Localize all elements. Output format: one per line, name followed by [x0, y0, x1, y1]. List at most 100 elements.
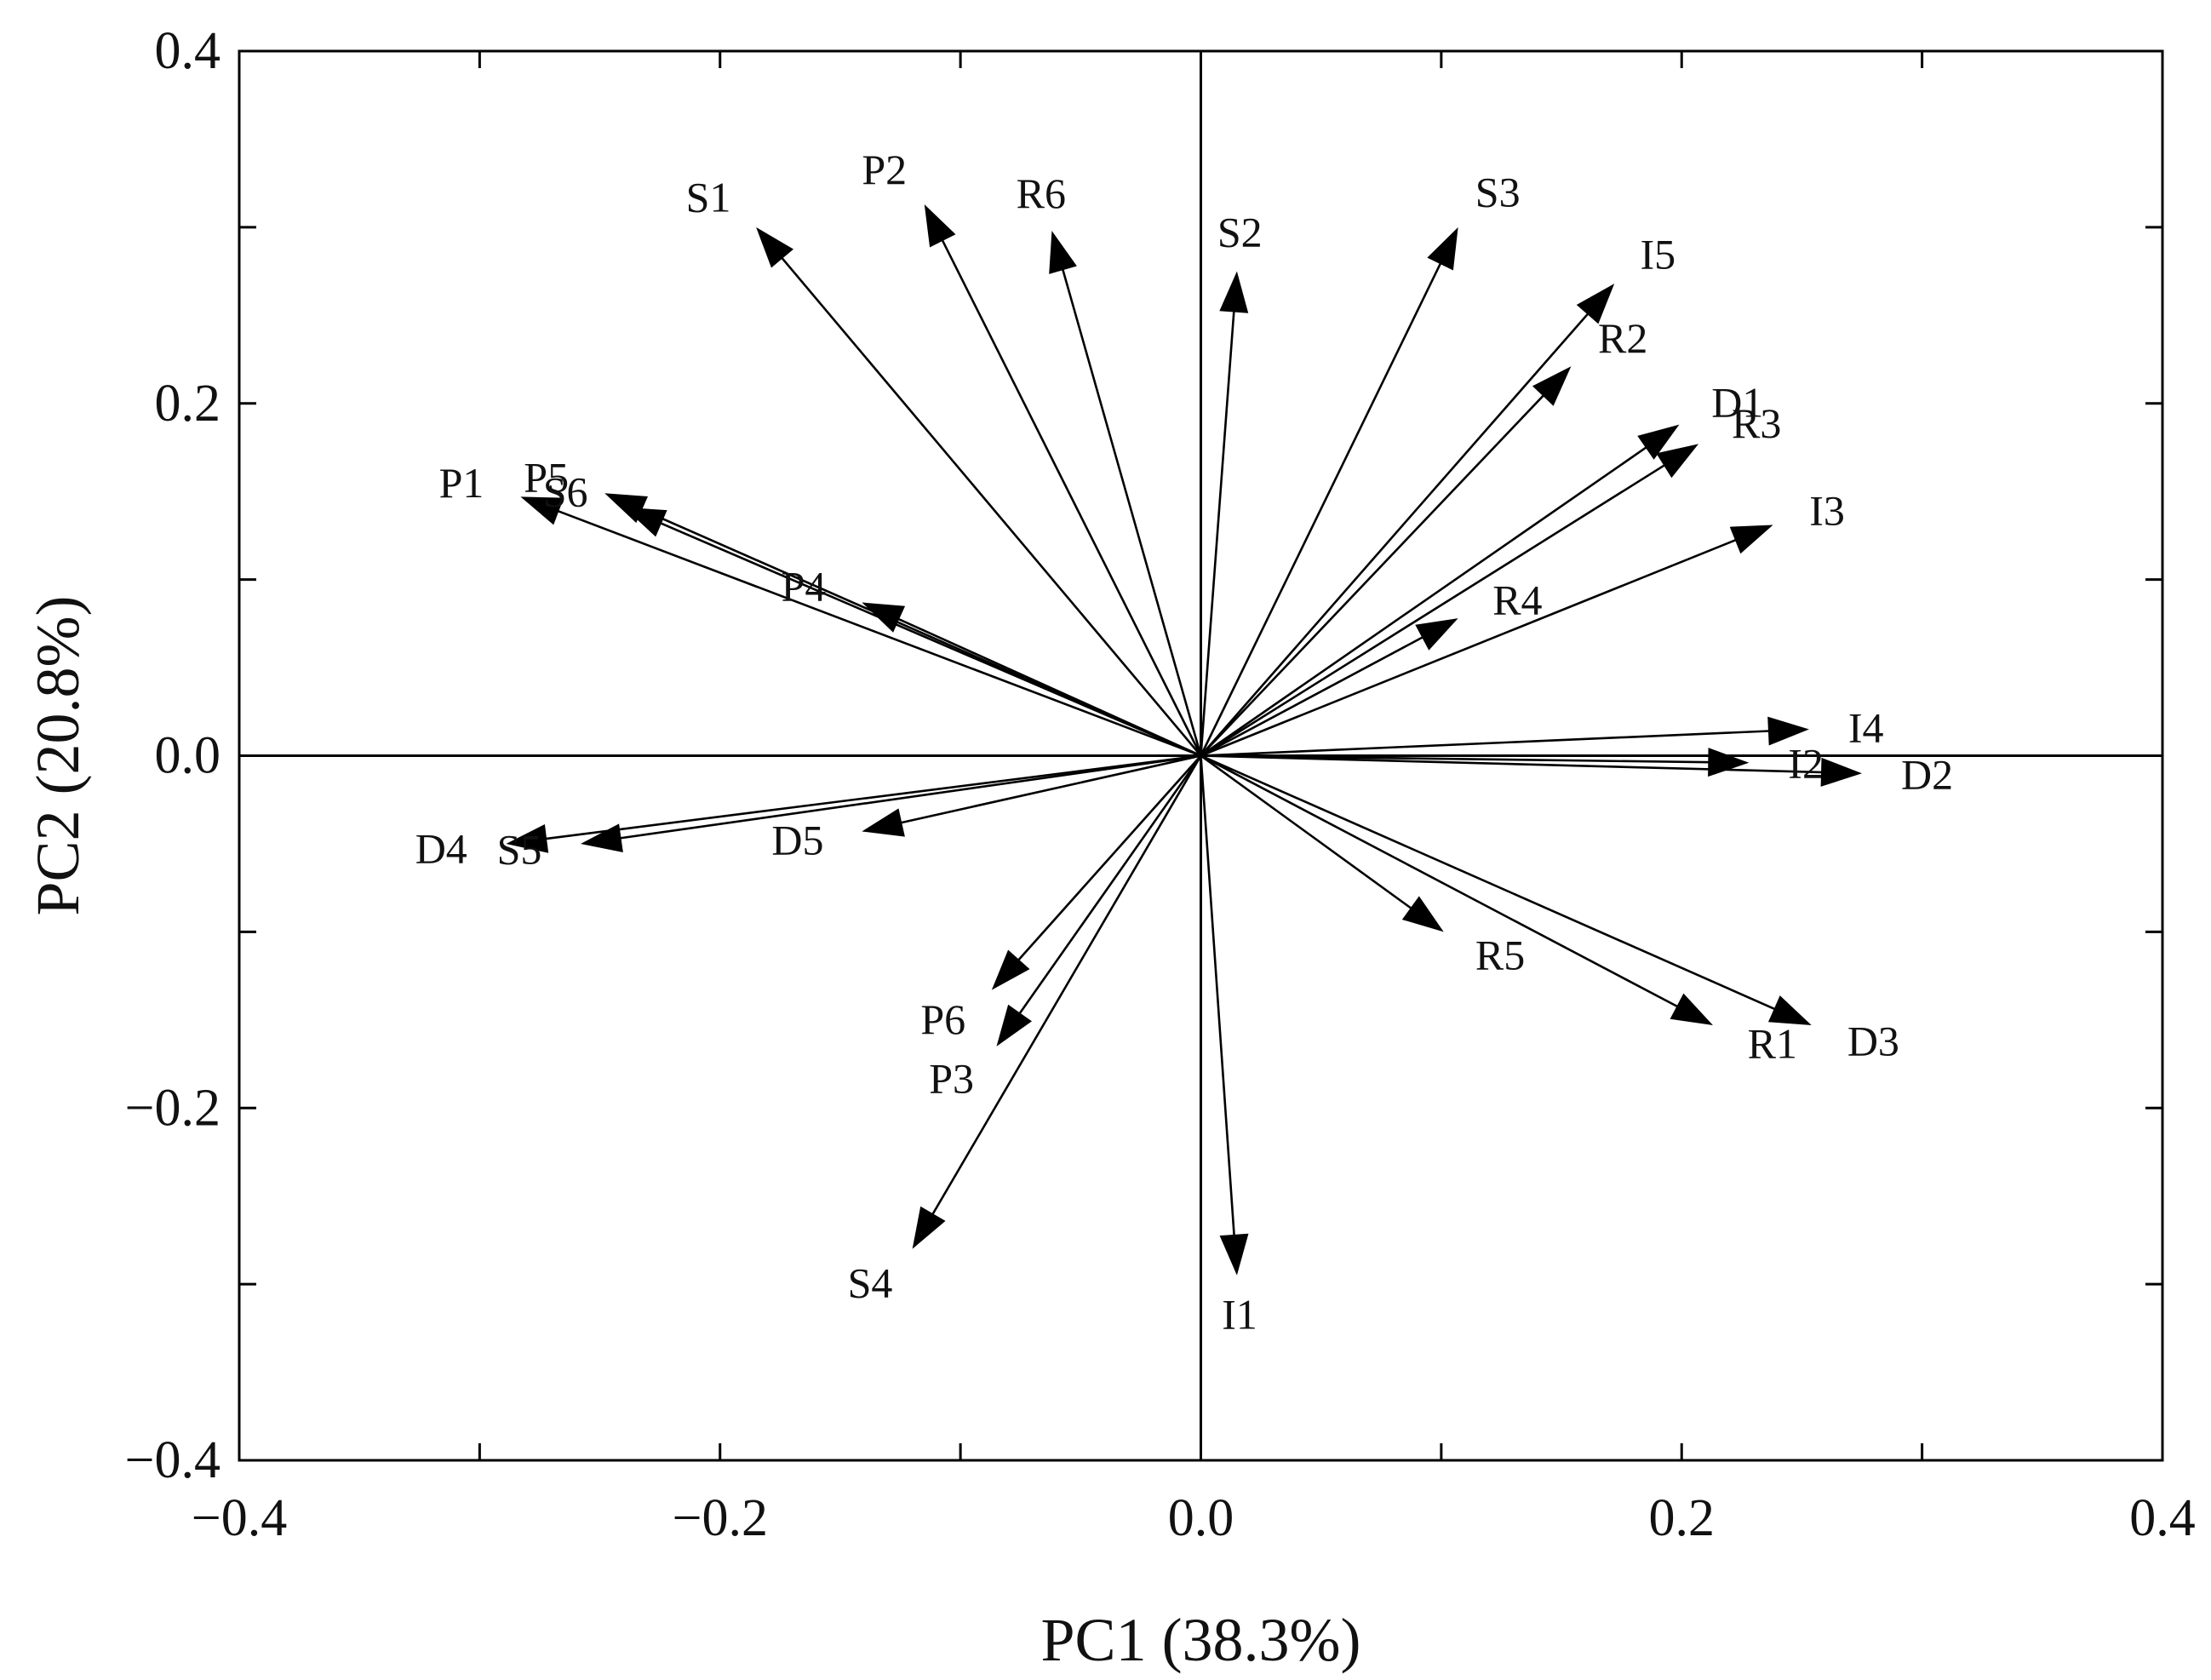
loading-vector-s3: [1200, 226, 1458, 757]
y-tick-label: −0.4: [125, 1431, 221, 1489]
x-tick-label: −0.2: [673, 1489, 768, 1547]
vector-label-i5: I5: [1640, 230, 1675, 278]
y-tick-label: −0.2: [125, 1079, 221, 1137]
vector-label-s2: S2: [1217, 209, 1263, 256]
vector-arrowhead: [520, 496, 564, 525]
vector-label-r2: R2: [1598, 314, 1647, 362]
tick-layer: −0.4 −0.2 0.0 0.2 0.4 −0.4 −0.2 0.0 0.2 0.4: [125, 22, 2196, 1547]
loading-vector-s2: [1200, 271, 1249, 756]
vector-arrowhead: [1532, 366, 1572, 406]
vector-arrowhead: [1576, 284, 1615, 324]
vector-label-s1: S1: [686, 174, 731, 221]
vector-arrowhead: [1049, 231, 1077, 274]
vector-label-d1: D1: [1711, 378, 1763, 426]
vector-line: [779, 255, 1202, 757]
vector-line: [1016, 754, 1202, 963]
vector-line: [1200, 754, 1712, 764]
vector-label-r5: R5: [1475, 931, 1525, 978]
vector-line: [1200, 755, 1236, 1238]
vector-label-d2: D2: [1901, 750, 1953, 798]
y-tick-label: 0.2: [155, 375, 221, 433]
loading-vector-p3: [996, 754, 1202, 1046]
vector-line: [657, 521, 1202, 757]
loading-vector-i1: [1200, 755, 1249, 1276]
vector-line: [1200, 634, 1426, 757]
x-axis-title: PC1 (38.3%): [1041, 1606, 1361, 1674]
vector-label-p2: P2: [862, 146, 907, 193]
loading-vector-p2: [924, 204, 1202, 757]
vector-label-d4: D4: [415, 825, 467, 873]
vector-line: [940, 237, 1202, 757]
vector-arrowhead: [1820, 757, 1863, 787]
loading-vector-r2: [1200, 366, 1572, 757]
y-tick-label: 0.0: [155, 727, 221, 785]
vector-label-i3: I3: [1809, 486, 1845, 534]
loading-vector-d1: [1200, 424, 1680, 757]
vector-arrowhead: [862, 602, 906, 633]
vector-line: [555, 508, 1201, 757]
vector-line: [1200, 462, 1668, 757]
vector-arrowhead: [996, 1004, 1032, 1046]
vector-label-r1: R1: [1748, 1019, 1797, 1067]
vector-label-s5: S5: [497, 825, 542, 873]
vector-line: [1200, 754, 1825, 774]
loading-vector-s1: [756, 226, 1202, 757]
loading-vector-p1: [520, 496, 1201, 757]
vector-arrowhead: [924, 204, 956, 248]
vector-line: [930, 754, 1202, 1218]
vector-arrowhead: [1670, 993, 1713, 1026]
vector-label-i4: I4: [1848, 703, 1884, 751]
vector-arrowhead: [1219, 271, 1249, 313]
loading-vector-i5: [1200, 284, 1615, 757]
y-tick-label: 0.4: [155, 22, 221, 80]
vector-arrowhead: [623, 507, 667, 537]
vector-line: [1200, 393, 1546, 757]
vector-label-r4: R4: [1492, 576, 1542, 623]
loading-vector-p6: [991, 754, 1202, 990]
vector-arrowhead: [912, 1206, 946, 1249]
vector-line: [1200, 537, 1739, 757]
loading-vector-s4: [912, 754, 1202, 1249]
vector-line: [542, 754, 1201, 840]
vector-line: [1200, 260, 1443, 757]
vector-label-p4: P4: [782, 563, 827, 611]
vector-label-p5: P5: [524, 454, 569, 502]
vector-arrowhead: [991, 949, 1030, 990]
vector-arrowhead: [1637, 424, 1680, 460]
vector-label-r6: R6: [1017, 169, 1066, 217]
vector-label-d5: D5: [771, 816, 823, 863]
vector-arrowhead: [580, 823, 623, 853]
vector-label-s6: S6: [543, 468, 588, 516]
vector-arrowhead: [1656, 444, 1699, 479]
loading-vector-s6: [623, 507, 1202, 757]
x-tick-label: 0.4: [2129, 1489, 2196, 1547]
loading-vector-d2: [1200, 754, 1863, 787]
vector-arrowhead: [1427, 226, 1458, 271]
vector-line: [1200, 311, 1591, 757]
vector-label-i1: I1: [1222, 1291, 1257, 1339]
vector-label-s4: S4: [848, 1259, 893, 1306]
vector-line: [1200, 754, 1681, 1009]
vector-line: [1017, 754, 1202, 1017]
vector-arrowhead: [1415, 618, 1458, 651]
loading-vector-r1: [1200, 754, 1713, 1026]
vector-label-p3: P3: [929, 1054, 974, 1102]
loading-vector-r6: [1049, 231, 1202, 756]
vector-line: [1200, 730, 1773, 757]
vector-arrowhead: [756, 226, 794, 268]
vector-line: [1200, 754, 1779, 1012]
loading-vector-r4: [1200, 618, 1458, 757]
vector-arrowhead: [506, 824, 549, 853]
vector-line: [1200, 308, 1235, 756]
x-tick-label: −0.4: [192, 1489, 287, 1547]
loading-vector-r5: [1200, 754, 1444, 932]
x-tick-label: 0.0: [1168, 1489, 1234, 1547]
vector-label-s3: S3: [1475, 169, 1521, 216]
vector-arrowhead: [1767, 716, 1809, 746]
loading-vector-i3: [1200, 525, 1773, 757]
vector-label-d3: D3: [1847, 1018, 1899, 1065]
loading-vector-r3: [1200, 444, 1699, 757]
loading-vector-d3: [1200, 754, 1812, 1026]
